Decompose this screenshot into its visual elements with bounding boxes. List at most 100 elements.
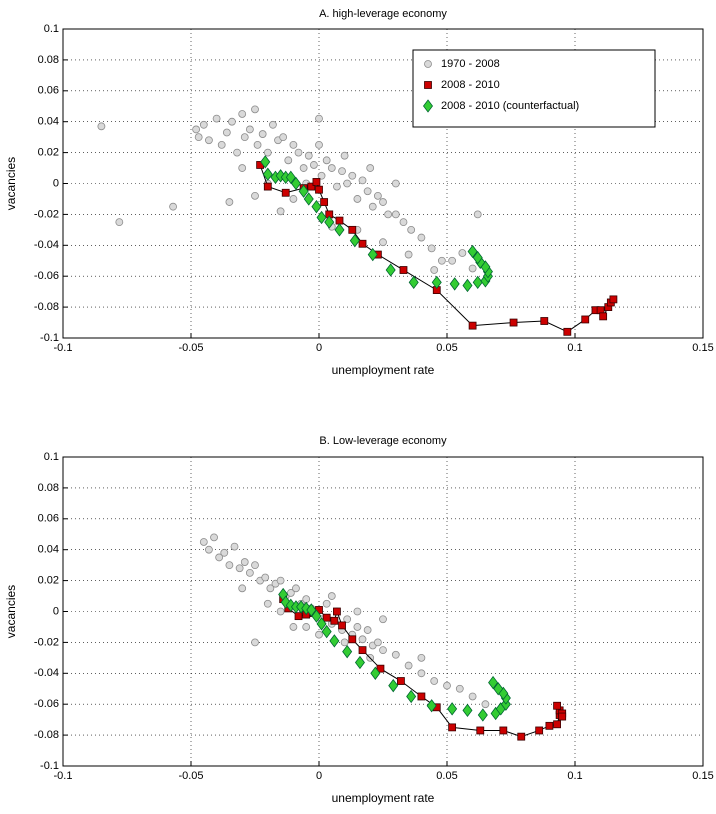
y-tick-label: -0.1 [40,332,59,344]
point [379,646,387,655]
point [581,315,590,324]
point [358,646,367,655]
point [315,114,323,123]
point [399,218,408,227]
point [322,613,331,622]
point [312,178,321,186]
y-tick-label: 0.08 [38,54,59,66]
y-tick-label: 0.08 [38,482,59,494]
point [353,623,362,631]
point [315,185,323,194]
x-tick-label: 0 [316,342,322,354]
point [448,723,457,732]
point [379,198,387,206]
point [472,275,483,290]
x-tick-label: 0.1 [567,770,582,782]
point [327,164,336,172]
point [286,589,295,597]
point [298,184,309,198]
point [379,238,387,247]
point [279,133,288,142]
point [499,726,508,735]
point [315,140,323,149]
point [212,114,221,123]
point [299,164,308,172]
point [289,195,298,203]
point [354,655,365,670]
point [324,215,335,229]
point [397,677,405,685]
y-tick-label: -0.06 [34,698,59,710]
point [266,584,275,593]
point [322,156,331,165]
point [363,187,372,196]
point [458,249,467,257]
point [367,247,378,262]
point [473,210,482,219]
point [199,538,208,546]
y-tick-label: -0.04 [34,239,59,251]
point [476,726,485,735]
point [335,216,344,225]
point [192,125,201,134]
point [285,170,296,184]
point [391,650,400,659]
point [338,167,346,176]
point [334,223,345,237]
point [262,167,273,181]
legend-box [412,49,656,128]
y-tick-label: 0.06 [38,513,59,525]
y-tick-label: 0.1 [44,23,59,35]
point [333,182,341,191]
point [384,210,393,219]
point [404,250,413,259]
point [289,140,298,149]
point [238,110,247,118]
point [599,312,608,321]
point [343,179,352,188]
point [417,669,426,678]
point [385,263,396,277]
point [302,623,311,631]
point [472,250,483,265]
point [366,164,375,172]
y-tick-label: -0.08 [34,301,59,313]
point [276,207,285,216]
y-tick-label: -0.08 [34,729,59,741]
point [430,266,439,274]
point [404,661,413,670]
point [228,117,236,126]
point [358,635,367,644]
point [315,630,323,639]
y-tick-label: 0 [53,605,59,617]
point [348,635,357,644]
point [558,712,567,721]
point [306,603,317,617]
x-tick-label: -0.1 [54,770,73,782]
point [276,576,285,585]
x-tick-label: -0.1 [54,342,73,354]
point [462,278,473,293]
point [199,120,208,129]
y-tick-label: 0.02 [38,575,59,587]
point [363,626,372,634]
point [353,607,362,616]
legend-marker [424,60,432,68]
y-tick-label: -0.02 [34,208,59,220]
point [281,188,290,197]
y-axis-label: vacancies [4,585,18,638]
axes-box [62,28,704,339]
point [391,179,400,188]
point [284,156,293,165]
x-tick-label: 0.15 [692,342,713,354]
point [447,702,458,716]
point [399,266,408,274]
y-tick-label: -0.04 [34,667,59,679]
point [462,703,473,718]
y-tick-label: -0.1 [40,760,59,772]
point [455,684,464,693]
point [321,624,332,639]
point [468,264,477,273]
point [251,638,259,647]
point [276,607,285,616]
